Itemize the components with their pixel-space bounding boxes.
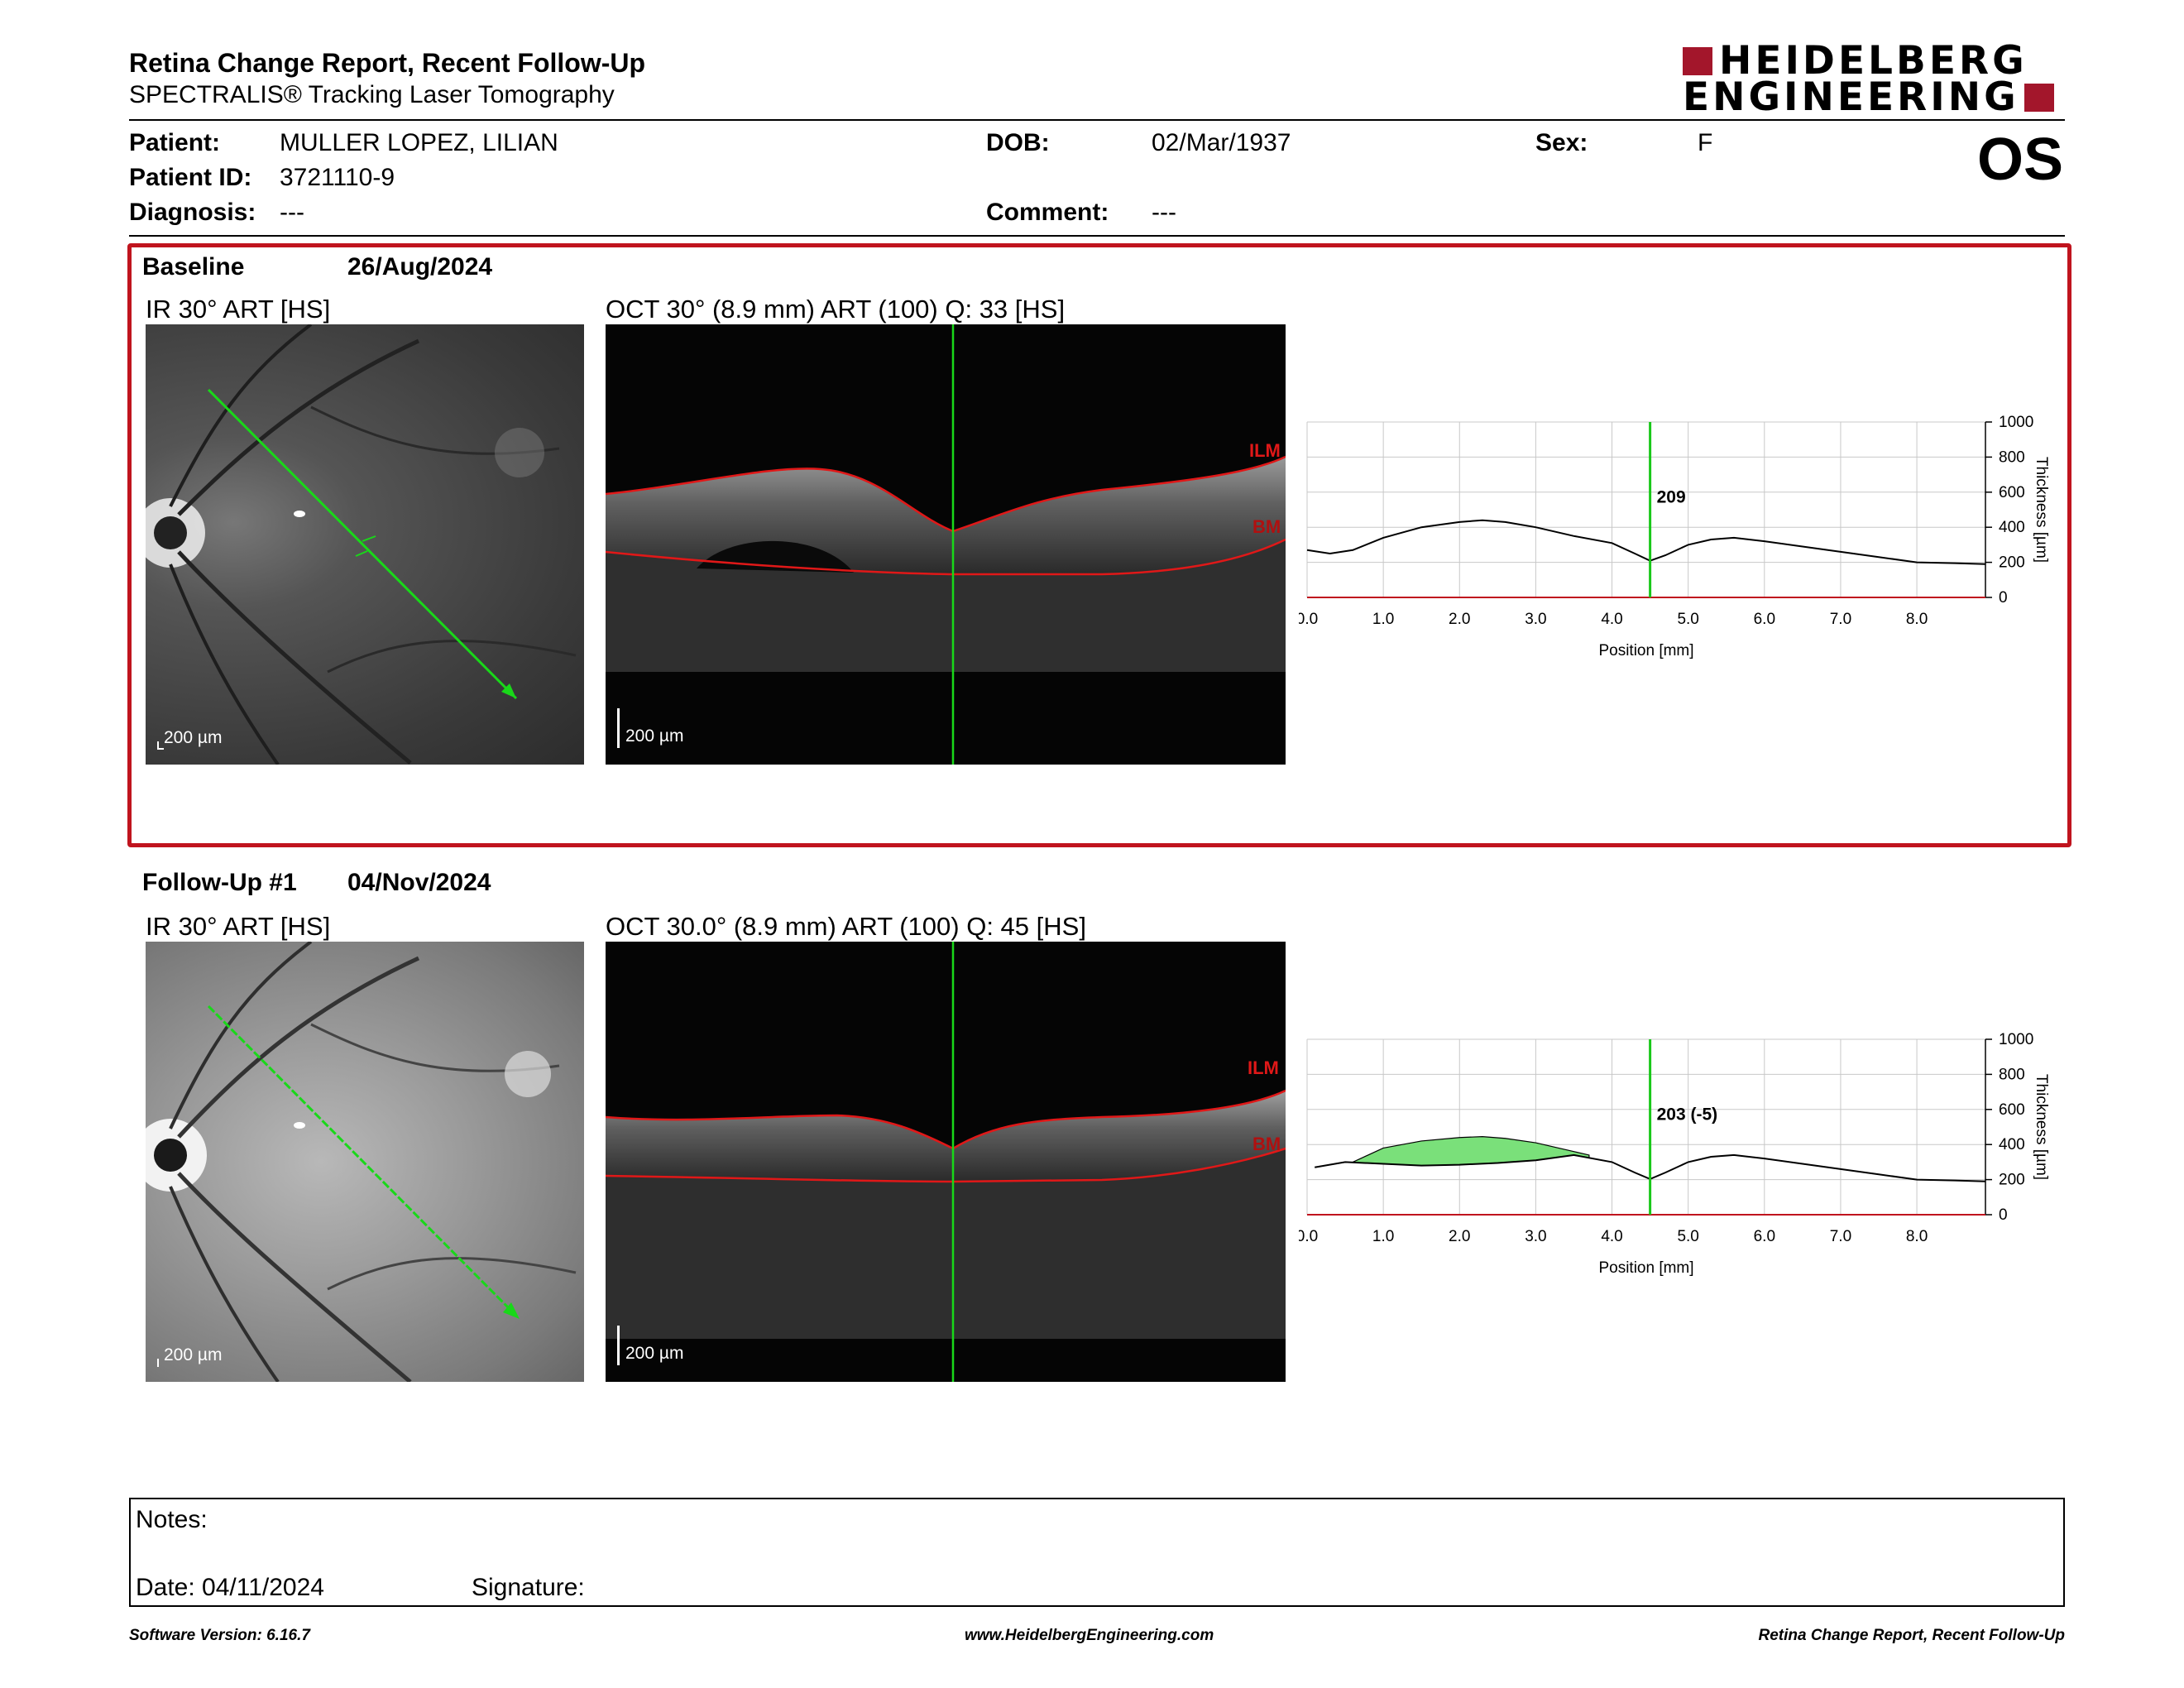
x-axis-label: Position [mm] bbox=[1598, 1259, 1693, 1277]
logo-line1: HEIDELBERG bbox=[1683, 41, 2028, 80]
header-divider bbox=[129, 119, 2065, 121]
baseline-oct-image[interactable]: ILM BM 200 µm bbox=[606, 324, 1286, 765]
comment-label: Comment: bbox=[986, 199, 1109, 226]
oct-scale-bar bbox=[617, 708, 620, 748]
signature-label: Signature: bbox=[472, 1574, 585, 1601]
followup-ir-scale: 200 µm bbox=[164, 1345, 223, 1364]
x-tick-label: 5.0 bbox=[1677, 611, 1698, 628]
y-tick-label: 1000 bbox=[1999, 414, 2033, 431]
y-tick-label: 200 bbox=[1999, 1172, 2025, 1189]
patient-id: 3721110-9 bbox=[280, 164, 395, 191]
baseline-oct-drawing bbox=[606, 324, 1286, 765]
followup-thickness-chart: 0 200 400 600 800 1000 0.0 1.0 2.0 3.0 4.0 5.0 6.0 7.… bbox=[1299, 1031, 2050, 1277]
x-tick-label: 8.0 bbox=[1906, 611, 1928, 628]
followup-ir-image[interactable]: 200 µm bbox=[146, 942, 584, 1382]
x-tick-label: 8.0 bbox=[1906, 1228, 1928, 1245]
baseline-ilm-label: ILM bbox=[1249, 440, 1281, 461]
followup-date: 04/Nov/2024 bbox=[347, 869, 491, 896]
dob-label: DOB: bbox=[986, 129, 1050, 156]
baseline-ir-label: IR 30° ART [HS] bbox=[146, 295, 331, 324]
x-tick-label: 3.0 bbox=[1525, 611, 1546, 628]
y-tick-label: 200 bbox=[1999, 554, 2025, 572]
y-tick-label: 600 bbox=[1999, 1101, 2025, 1119]
change-area bbox=[1352, 1136, 1590, 1167]
y-tick-label: 0 bbox=[1999, 1206, 2008, 1224]
x-tick-label: 2.0 bbox=[1449, 611, 1470, 628]
sex: F bbox=[1698, 129, 1713, 156]
report-subtitle: SPECTRALIS® Tracking Laser Tomography bbox=[129, 81, 615, 108]
y-axis-label: Thickness [µm] bbox=[2033, 1074, 2050, 1180]
followup-fundus-drawing bbox=[146, 942, 577, 1382]
ir-scale-bar-foot bbox=[157, 748, 164, 750]
followup-oct-image[interactable]: ILM BM 200 µm bbox=[606, 942, 1286, 1382]
ir-scale-bar bbox=[157, 741, 159, 750]
y-tick-label: 0 bbox=[1999, 589, 2008, 607]
footer-url[interactable]: www.HeidelbergEngineering.com bbox=[965, 1627, 1214, 1644]
y-tick-label: 1000 bbox=[1999, 1031, 2033, 1048]
x-tick-label: 6.0 bbox=[1754, 1228, 1775, 1245]
baseline-bm-label: BM bbox=[1252, 516, 1281, 537]
eye-indicator: OS bbox=[1977, 127, 2064, 193]
x-tick-label: 0.0 bbox=[1299, 1228, 1318, 1245]
x-tick-label: 7.0 bbox=[1830, 611, 1851, 628]
x-tick-label: 3.0 bbox=[1525, 1228, 1546, 1245]
x-tick-label: 4.0 bbox=[1601, 1228, 1622, 1245]
y-tick-label: 800 bbox=[1999, 448, 2025, 466]
x-tick-label: 1.0 bbox=[1372, 1228, 1394, 1245]
baseline-oct-scale: 200 µm bbox=[625, 727, 684, 746]
y-tick-label: 800 bbox=[1999, 1066, 2025, 1083]
oct-scale-bar bbox=[617, 1326, 620, 1365]
dob: 02/Mar/1937 bbox=[1152, 129, 1291, 156]
followup-oct-label: OCT 30.0° (8.9 mm) ART (100) Q: 45 [HS] bbox=[606, 912, 1086, 941]
followup-bm-label: BM bbox=[1252, 1134, 1281, 1154]
report-title: Retina Change Report, Recent Follow-Up bbox=[129, 48, 646, 78]
sex-label: Sex: bbox=[1535, 129, 1588, 156]
footer-version: Software Version: 6.16.7 bbox=[129, 1627, 310, 1644]
baseline-thickness-chart: 0 200 400 600 800 1000 0.0 1.0 2.0 3.0 4.0 5.0 6.0 7.… bbox=[1299, 414, 2050, 659]
y-tick-label: 400 bbox=[1999, 519, 2025, 536]
x-tick-label: 4.0 bbox=[1601, 611, 1622, 628]
notes-date: Date: 04/11/2024 bbox=[136, 1574, 324, 1601]
patient-id-label: Patient ID: bbox=[129, 164, 252, 191]
diagnosis: --- bbox=[280, 199, 304, 226]
x-tick-label: 1.0 bbox=[1372, 611, 1394, 628]
x-tick-label: 5.0 bbox=[1677, 1228, 1698, 1245]
notes-box[interactable]: Notes: Date: 04/11/2024 Signature: bbox=[129, 1498, 2065, 1607]
comment: --- bbox=[1152, 199, 1176, 226]
followup-label: Follow-Up #1 bbox=[142, 869, 297, 896]
followup-oct-drawing bbox=[606, 942, 1286, 1382]
footer-report: Retina Change Report, Recent Follow-Up bbox=[1758, 1627, 2065, 1644]
baseline-label: Baseline bbox=[142, 253, 245, 281]
patient-name-label: Patient: bbox=[129, 129, 221, 156]
x-axis-label: Position [mm] bbox=[1598, 642, 1693, 659]
logo-line2: ENGINEERING bbox=[1683, 78, 2054, 117]
patient-divider bbox=[129, 235, 2065, 237]
logo-square-icon bbox=[1683, 47, 1712, 75]
thickness-line bbox=[1306, 519, 1986, 565]
marker-value-label: 209 bbox=[1657, 488, 1686, 507]
baseline-oct-label: OCT 30° (8.9 mm) ART (100) Q: 33 [HS] bbox=[606, 295, 1066, 324]
y-axis-label: Thickness [µm] bbox=[2033, 457, 2050, 563]
baseline-date: 26/Aug/2024 bbox=[347, 253, 493, 281]
notes-label: Notes: bbox=[136, 1506, 208, 1533]
baseline-ir-scale: 200 µm bbox=[164, 728, 223, 747]
followup-ir-label: IR 30° ART [HS] bbox=[146, 912, 331, 941]
x-tick-label: 7.0 bbox=[1830, 1228, 1851, 1245]
followup-oct-scale: 200 µm bbox=[625, 1344, 684, 1363]
y-tick-label: 400 bbox=[1999, 1136, 2025, 1153]
patient-name: MULLER LOPEZ, LILIAN bbox=[280, 129, 558, 156]
followup-ilm-label: ILM bbox=[1248, 1057, 1279, 1078]
baseline-ir-image[interactable]: 200 µm bbox=[146, 324, 584, 765]
diagnosis-label: Diagnosis: bbox=[129, 199, 256, 226]
marker-value-label: 203 (-5) bbox=[1657, 1105, 1718, 1125]
y-tick-label: 600 bbox=[1999, 484, 2025, 501]
x-tick-label: 2.0 bbox=[1449, 1228, 1470, 1245]
ir-scale-bar bbox=[157, 1359, 159, 1367]
x-tick-label: 0.0 bbox=[1299, 611, 1318, 628]
thickness-line bbox=[1315, 1153, 1986, 1182]
logo-square-icon bbox=[2024, 84, 2054, 112]
x-tick-label: 6.0 bbox=[1754, 611, 1775, 628]
baseline-fundus-drawing bbox=[146, 324, 577, 765]
baseline-highlight-box bbox=[127, 243, 2071, 847]
